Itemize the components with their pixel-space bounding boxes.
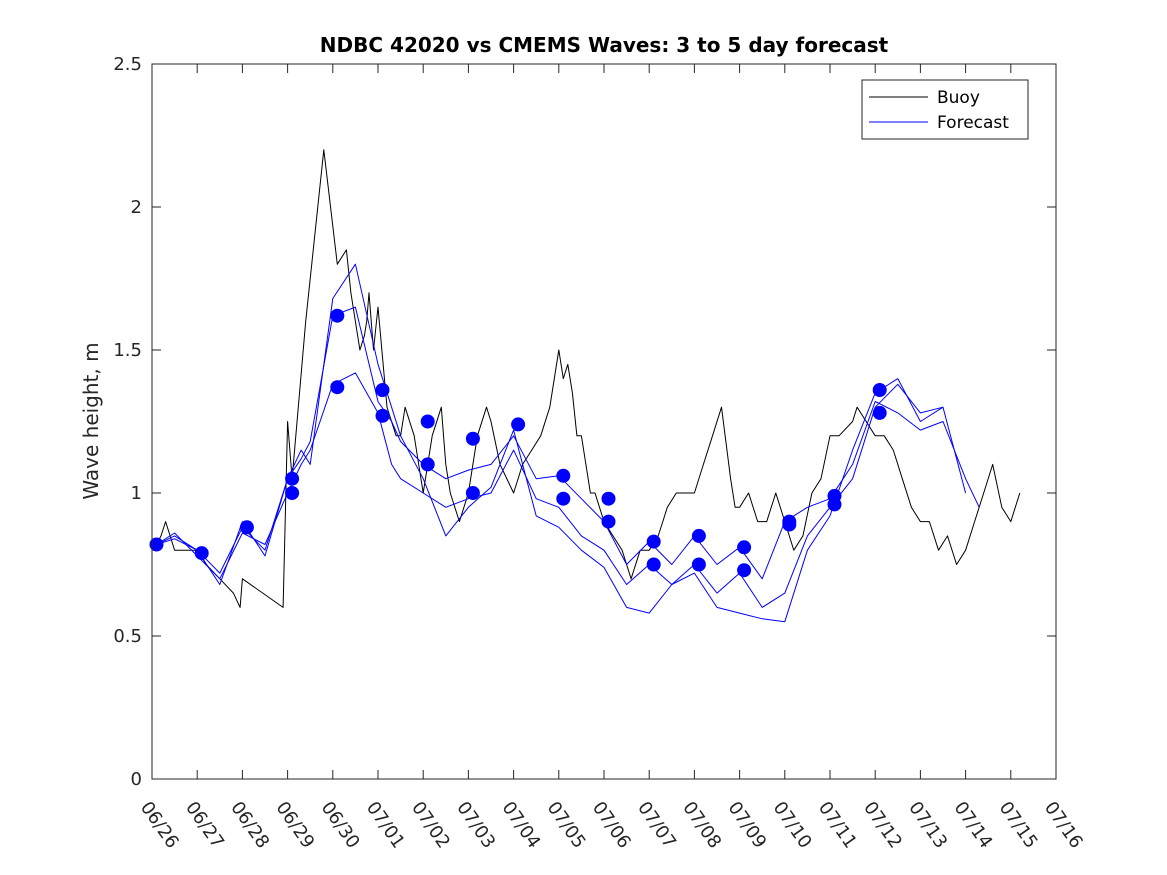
legend: Buoy Forecast bbox=[861, 79, 1029, 140]
forecast-marker-point bbox=[194, 546, 209, 561]
series-line-forecast-3 bbox=[156, 263, 967, 623]
forecast-marker-point bbox=[465, 431, 480, 446]
y-tick-label: 2 bbox=[131, 197, 142, 218]
chart-title: NDBC 42020 vs CMEMS Waves: 3 to 5 day fo… bbox=[320, 33, 889, 57]
forecast-marker-point bbox=[149, 537, 164, 552]
forecast-marker-point bbox=[420, 457, 435, 472]
forecast-marker-point bbox=[465, 486, 480, 500]
forecast-marker-point bbox=[737, 540, 752, 555]
forecast-marker-point bbox=[646, 557, 661, 572]
series-line-buoy-0 bbox=[156, 149, 1021, 608]
legend-label-buoy: Buoy bbox=[937, 88, 980, 108]
forecast-marker-point bbox=[646, 534, 661, 549]
y-axis-label: Wave height, m bbox=[79, 342, 103, 499]
forecast-marker-point bbox=[601, 514, 616, 529]
y-axis: 0 0.5 1 1.5 2 2.5 bbox=[113, 54, 1056, 790]
forecast-marker-point bbox=[872, 405, 887, 420]
forecast-marker-point bbox=[556, 491, 571, 506]
legend-box bbox=[861, 79, 1029, 140]
y-tick-label: 1.5 bbox=[113, 340, 142, 361]
forecast-marker-point bbox=[239, 520, 254, 535]
marker-layer bbox=[149, 308, 887, 578]
forecast-marker-point bbox=[375, 408, 390, 423]
forecast-marker-point bbox=[827, 497, 842, 512]
series-layer bbox=[156, 149, 1021, 623]
forecast-marker-point bbox=[737, 563, 752, 578]
forecast-marker-point bbox=[375, 383, 390, 397]
plot-area bbox=[152, 64, 1056, 779]
forecast-marker-point bbox=[556, 468, 571, 483]
forecast-marker-point bbox=[285, 486, 300, 500]
y-tick-label: 1 bbox=[131, 483, 142, 504]
forecast-marker-point bbox=[691, 557, 706, 572]
legend-label-forecast: Forecast bbox=[937, 113, 1009, 133]
y-tick-label: 2.5 bbox=[113, 54, 142, 75]
forecast-marker-point bbox=[285, 471, 300, 486]
forecast-marker-point bbox=[420, 414, 435, 429]
forecast-marker-point bbox=[782, 517, 797, 532]
forecast-marker-point bbox=[511, 417, 526, 432]
forecast-marker-point bbox=[872, 383, 887, 397]
y-tick-label: 0 bbox=[131, 769, 142, 790]
forecast-marker-point bbox=[330, 308, 345, 323]
forecast-marker-point bbox=[691, 528, 706, 543]
forecast-marker-point bbox=[330, 380, 345, 395]
forecast-marker-point bbox=[601, 491, 616, 506]
y-tick-label: 0.5 bbox=[113, 626, 142, 647]
